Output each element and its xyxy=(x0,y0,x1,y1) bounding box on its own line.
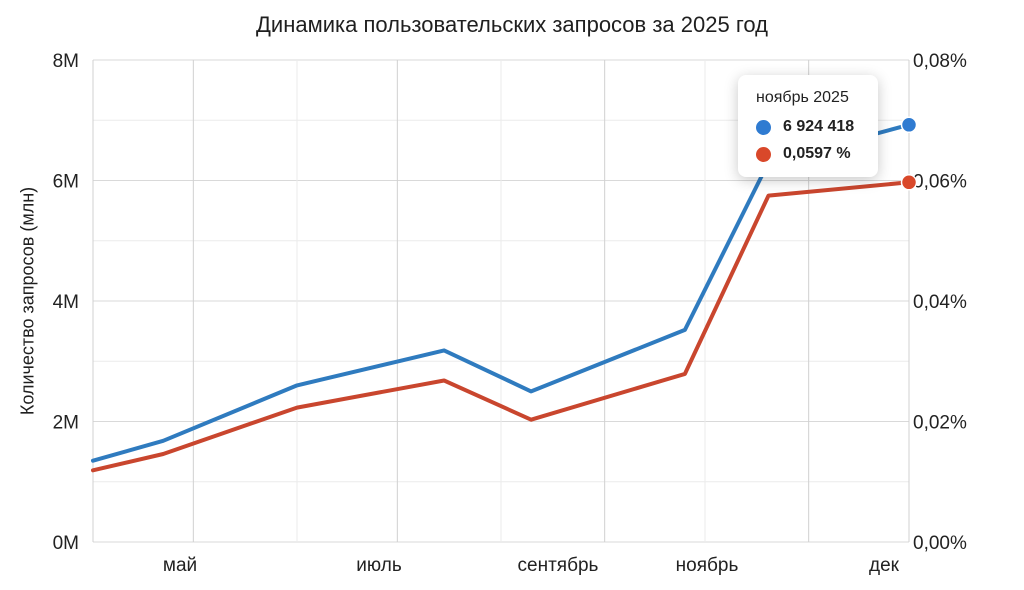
y-tick-label-right: 0,04% xyxy=(913,292,967,313)
series-marker-share xyxy=(900,174,918,191)
tooltip-month: ноябрь 2025 xyxy=(756,89,849,106)
tooltip-dot-red xyxy=(756,146,771,162)
y-tick-label-right: 0,06% xyxy=(913,172,967,193)
y-tick-label-right: 0,00% xyxy=(913,533,967,554)
x-tick-label: ноябрь xyxy=(676,555,739,576)
tooltip-row-requests: 6 924 418 xyxy=(756,118,854,136)
y-tick-label-left: 2M xyxy=(53,413,79,434)
series-line-requests xyxy=(91,122,911,463)
y-tick-label-right: 0,02% xyxy=(913,413,967,434)
series-marker-requests xyxy=(900,116,918,134)
y-tick-label-left: 8M xyxy=(53,51,79,72)
y-tick-label-left: 0M xyxy=(53,533,79,554)
series-line-share xyxy=(91,180,911,473)
x-tick-label: июль xyxy=(356,555,402,576)
tooltip-dot-blue xyxy=(756,119,771,135)
tooltip-value-requests: 6 924 418 xyxy=(783,118,855,135)
x-tick-label: май xyxy=(163,555,197,576)
y-tick-label-right: 0,08% xyxy=(913,51,967,72)
x-tick-label: дек xyxy=(869,555,900,576)
y-tick-label-left: 6M xyxy=(53,172,79,193)
y-tick-label-left: 4M xyxy=(53,292,79,313)
x-tick-label: сентябрь xyxy=(518,555,599,576)
tooltip-value-share: 0,0597 % xyxy=(783,145,851,162)
tooltip-row-share: 0,0597 % xyxy=(756,145,851,163)
chart-tooltip: ноябрь 2025 6 924 418 0,0597 % xyxy=(738,75,878,177)
chart-title: Динамика пользовательских запросов за 20… xyxy=(256,12,768,37)
y-axis-label: Количество запросов (млн) xyxy=(17,186,38,416)
